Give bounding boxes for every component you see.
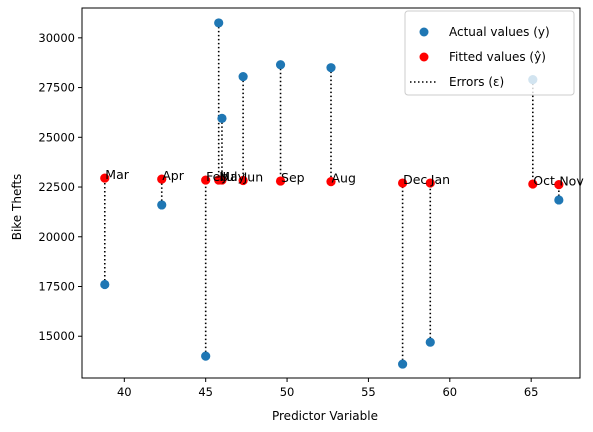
fitted-point — [528, 179, 538, 189]
legend-fitted-marker — [419, 52, 429, 62]
x-tick-label: 65 — [524, 385, 539, 399]
y-tick-label: 27500 — [38, 81, 75, 95]
month-label: Dec — [403, 172, 427, 187]
x-axis-ticks: 40 45 50 55 60 65 — [117, 378, 539, 399]
month-label: May — [219, 169, 245, 184]
y-tick-label: 22500 — [38, 180, 75, 194]
fitted-point — [217, 175, 227, 185]
plot-frame — [81, 7, 581, 379]
x-tick-label: 55 — [361, 385, 376, 399]
legend-fitted-label: Fitted values (ŷ) — [449, 50, 546, 64]
legend-actual-marker — [419, 27, 429, 37]
legend-box — [404, 10, 575, 96]
actual-point — [201, 351, 211, 361]
legend-errors-label: Errors (ε) — [449, 75, 504, 89]
month-label: Feb — [206, 169, 228, 184]
fitted-point — [157, 174, 167, 184]
month-label: Aug — [332, 171, 356, 186]
actual-point — [217, 113, 227, 124]
x-axis-label: Predictor Variable — [272, 409, 378, 423]
actual-points — [100, 18, 564, 369]
y-tick-label: 30000 — [38, 31, 75, 45]
month-label: Apr — [162, 168, 184, 183]
x-tick-label: 45 — [198, 385, 213, 399]
month-label: Jan — [430, 172, 450, 187]
x-tick-label: 50 — [280, 385, 295, 399]
month-label: Sep — [281, 170, 305, 185]
fitted-point — [326, 177, 336, 187]
y-tick-label: 17500 — [38, 279, 75, 293]
actual-point — [398, 359, 408, 369]
actual-point — [275, 60, 286, 70]
actual-point — [214, 18, 224, 28]
fitted-point — [425, 178, 435, 188]
month-label: Jul — [221, 169, 237, 184]
fitted-points — [100, 173, 564, 190]
actual-point — [554, 195, 564, 205]
month-label: Oct — [533, 173, 555, 188]
actual-point — [100, 279, 110, 290]
month-label: Jun — [243, 169, 264, 184]
fitted-point — [100, 173, 110, 183]
y-axis-ticks: 15000 17500 20000 22500 25000 27500 30000 — [38, 31, 82, 343]
actual-point — [425, 337, 435, 347]
month-label: Mar — [105, 167, 129, 182]
x-tick-label: 60 — [442, 385, 457, 399]
fitted-point — [238, 175, 248, 186]
actual-point — [238, 72, 248, 82]
actual-point — [157, 200, 167, 210]
y-tick-label: 20000 — [38, 230, 75, 244]
fitted-point — [275, 176, 286, 186]
x-tick-label: 40 — [117, 385, 132, 399]
fitted-point — [398, 178, 408, 188]
fitted-point — [554, 180, 564, 190]
fitted-point — [201, 175, 211, 185]
legend: Actual values (y) Fitted values (ŷ) Erro… — [404, 10, 575, 96]
y-tick-label: 15000 — [38, 329, 75, 343]
actual-point — [326, 63, 336, 73]
y-axis-label: Bike Thefts — [10, 174, 24, 241]
y-tick-label: 25000 — [38, 130, 75, 144]
month-label: Nov — [559, 174, 584, 189]
legend-actual-label: Actual values (y) — [449, 25, 550, 39]
